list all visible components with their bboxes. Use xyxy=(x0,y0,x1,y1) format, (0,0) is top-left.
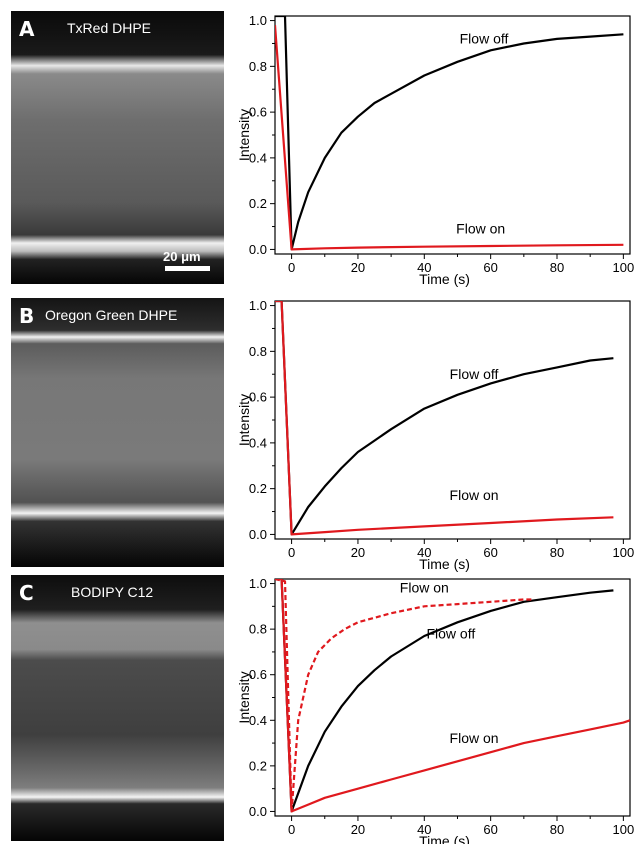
x-tick-label: 100 xyxy=(613,545,635,560)
micrograph-b: B Oregon Green DHPE xyxy=(11,298,224,567)
y-axis-label: Intensity xyxy=(236,671,252,723)
x-axis-label: Time (s) xyxy=(419,833,470,844)
scale-bar xyxy=(165,266,210,271)
y-tick-label: 0.8 xyxy=(249,344,267,359)
y-tick-label: 0.2 xyxy=(249,481,267,496)
x-tick-label: 0 xyxy=(288,260,295,275)
plot-frame xyxy=(274,15,631,255)
annotation-label: Flow off xyxy=(460,30,509,46)
annotation-label: Flow on xyxy=(450,730,499,746)
y-axis-label: Intensity xyxy=(236,109,252,161)
micrograph-c: C BODIPY C12 xyxy=(11,575,224,841)
series-line-flow-on-dashed xyxy=(275,579,534,813)
y-tick-label: 0.2 xyxy=(249,196,267,211)
x-tick-label: 20 xyxy=(351,822,365,837)
y-tick-label: 1.0 xyxy=(249,576,267,591)
series-line-flow-off xyxy=(275,301,614,536)
annotation-label: Flow off xyxy=(450,366,499,382)
y-tick-label: 0.8 xyxy=(249,622,267,637)
x-tick-label: 40 xyxy=(417,260,431,275)
y-tick-label: 0.4 xyxy=(249,435,267,450)
scale-bar-label: 20 μm xyxy=(163,249,201,264)
micrograph-c-image xyxy=(11,575,224,841)
micrograph-b-image xyxy=(11,298,224,567)
x-tick-label: 60 xyxy=(483,545,497,560)
annotation-label: Flow off xyxy=(426,625,475,641)
plot-frame xyxy=(274,578,631,817)
annotation-label: Flow on xyxy=(456,220,505,236)
y-tick-label: 0.0 xyxy=(249,527,267,542)
x-axis-label: Time (s) xyxy=(419,271,470,287)
x-tick-label: 40 xyxy=(417,822,431,837)
y-tick-label: 0.0 xyxy=(249,242,267,257)
x-tick-label: 80 xyxy=(550,822,564,837)
dye-label-b: Oregon Green DHPE xyxy=(45,307,178,323)
series-line-flow-on xyxy=(275,301,614,536)
dye-label-c: BODIPY C12 xyxy=(71,584,154,600)
y-tick-label: 1.0 xyxy=(249,13,267,28)
micrograph-a: A TxRed DHPE 20 μm xyxy=(11,11,224,284)
y-tick-label: 0.4 xyxy=(249,150,267,165)
panel-letter-c: C xyxy=(19,581,34,605)
y-tick-label: 0.0 xyxy=(249,804,267,819)
dye-label-a: TxRed DHPE xyxy=(67,20,152,36)
y-tick-label: 0.8 xyxy=(249,59,267,74)
y-axis-label: Intensity xyxy=(236,394,252,446)
series-line-flow-on xyxy=(275,579,630,813)
y-tick-label: 0.6 xyxy=(249,390,267,405)
series-line-flow-on xyxy=(275,25,624,251)
x-axis-label: Time (s) xyxy=(419,556,470,572)
x-tick-label: 80 xyxy=(550,545,564,560)
chart-c: 0 20 40 60 80 100 0.0 0.2 0.4 0.6 0.8 1.0 Time (s) In… xyxy=(236,576,635,844)
x-tick-label: 0 xyxy=(288,822,295,837)
x-tick-label: 100 xyxy=(613,822,635,837)
series-line-flow-off xyxy=(275,579,614,813)
annotation-label: Flow on xyxy=(450,487,499,503)
micrograph-a-image xyxy=(11,11,224,284)
plot-frame xyxy=(274,300,631,540)
chart-a: 0 20 40 60 80 100 0.0 0.2 0.4 0.6 0.8 1.0 Time (s) In… xyxy=(236,13,635,287)
x-tick-label: 60 xyxy=(483,260,497,275)
x-tick-label: 0 xyxy=(288,545,295,560)
series-line-flow-off xyxy=(275,16,624,251)
y-tick-label: 0.6 xyxy=(249,105,267,120)
annotation-label: Flow on xyxy=(400,580,449,596)
x-tick-label: 20 xyxy=(351,545,365,560)
x-tick-label: 60 xyxy=(483,822,497,837)
x-tick-label: 100 xyxy=(613,260,635,275)
x-tick-label: 20 xyxy=(351,260,365,275)
y-tick-label: 0.4 xyxy=(249,713,267,728)
y-tick-label: 0.6 xyxy=(249,667,267,682)
panel-letter-b: B xyxy=(19,304,35,328)
y-tick-label: 1.0 xyxy=(249,298,267,313)
y-tick-label: 0.2 xyxy=(249,758,267,773)
chart-b: 0 20 40 60 80 100 0.0 0.2 0.4 0.6 0.8 1.0 Time (s) In… xyxy=(236,298,635,572)
x-tick-label: 80 xyxy=(550,260,564,275)
x-tick-label: 40 xyxy=(417,545,431,560)
panel-letter-a: A xyxy=(19,17,35,41)
